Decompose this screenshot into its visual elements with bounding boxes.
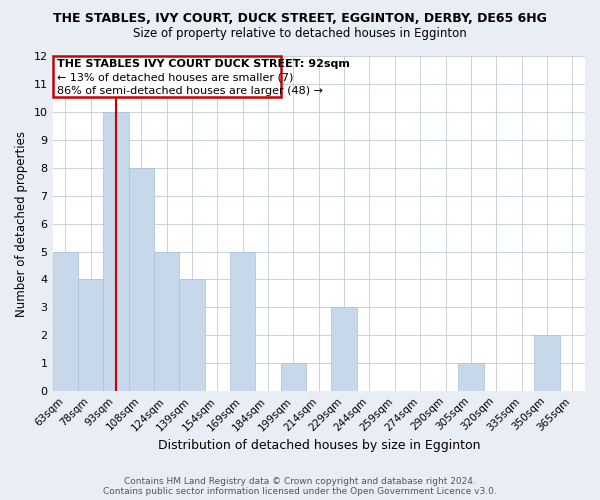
Bar — [281, 363, 306, 391]
Bar — [154, 252, 179, 391]
Bar — [534, 335, 560, 391]
Bar — [53, 252, 78, 391]
Bar — [78, 280, 103, 391]
Bar — [179, 280, 205, 391]
Bar — [230, 252, 256, 391]
Bar — [128, 168, 154, 391]
Bar — [331, 308, 357, 391]
Text: 86% of semi-detached houses are larger (48) →: 86% of semi-detached houses are larger (… — [57, 86, 323, 96]
Text: ← 13% of detached houses are smaller (7): ← 13% of detached houses are smaller (7) — [57, 72, 293, 82]
FancyBboxPatch shape — [53, 56, 281, 97]
Text: Contains HM Land Registry data © Crown copyright and database right 2024.: Contains HM Land Registry data © Crown c… — [124, 477, 476, 486]
Bar — [103, 112, 128, 391]
Bar — [458, 363, 484, 391]
Text: Size of property relative to detached houses in Egginton: Size of property relative to detached ho… — [133, 28, 467, 40]
Text: THE STABLES IVY COURT DUCK STREET: 92sqm: THE STABLES IVY COURT DUCK STREET: 92sqm — [57, 58, 350, 68]
X-axis label: Distribution of detached houses by size in Egginton: Distribution of detached houses by size … — [158, 440, 480, 452]
Text: THE STABLES, IVY COURT, DUCK STREET, EGGINTON, DERBY, DE65 6HG: THE STABLES, IVY COURT, DUCK STREET, EGG… — [53, 12, 547, 26]
Y-axis label: Number of detached properties: Number of detached properties — [15, 130, 28, 316]
Text: Contains public sector information licensed under the Open Government Licence v3: Contains public sector information licen… — [103, 487, 497, 496]
